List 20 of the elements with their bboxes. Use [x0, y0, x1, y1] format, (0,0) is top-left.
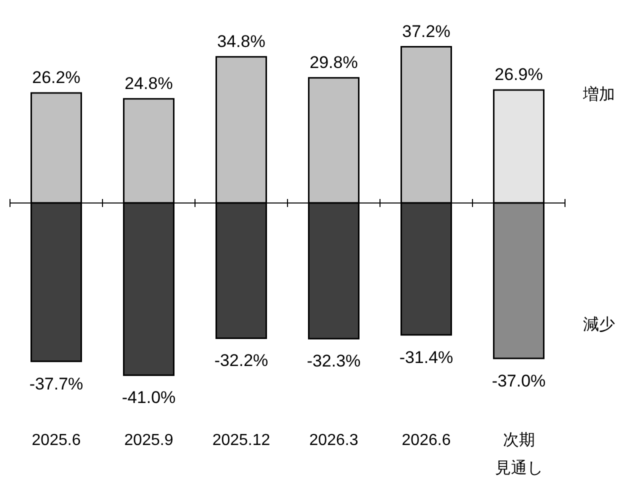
x-tick-label: 2026.3 [309, 432, 358, 449]
x-tick-label: 次期見通し [494, 431, 543, 477]
x-tick-label: 2025.12 [212, 432, 270, 449]
data-label: 26.2% [32, 68, 80, 87]
text: 減少 [583, 316, 615, 334]
data-label: -41.0% [122, 388, 176, 408]
data-label: 26.9% [494, 65, 543, 84]
data-label: 34.8% [217, 32, 266, 51]
data-label: -31.4% [399, 348, 454, 367]
data-label: 37.2% [402, 22, 450, 41]
x-tick-label: 2025.9 [124, 432, 174, 449]
x-tick-label: 2025.6 [32, 432, 81, 449]
data-label: -32.3% [306, 352, 361, 371]
text: 増加 [582, 86, 615, 104]
data-label: 29.8% [310, 52, 358, 72]
data-label: -37.0% [492, 371, 546, 390]
data-label: 24.8% [124, 74, 173, 93]
data-label: -37.7% [29, 374, 84, 394]
x-tick-label: 2026.6 [402, 432, 451, 449]
data-label: -32.2% [214, 351, 268, 370]
